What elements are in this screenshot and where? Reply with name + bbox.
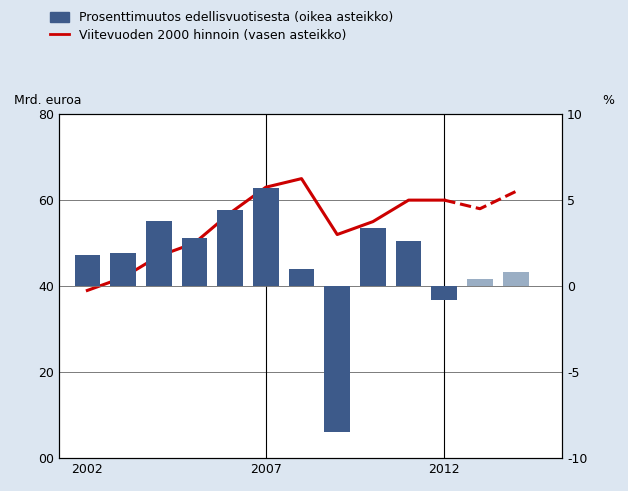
Bar [146,221,171,286]
Bar [503,273,529,286]
Bar [289,269,315,286]
Bar [181,238,207,286]
Bar [110,253,136,286]
Bar [467,279,493,286]
Bar [431,286,457,300]
Text: Mrd. euroa: Mrd. euroa [14,94,81,107]
Bar [396,242,421,286]
Bar [217,211,243,286]
Legend: Prosenttimuutos edellisvuotisesta (oikea asteikko), Viitevuoden 2000 hinnoin (va: Prosenttimuutos edellisvuotisesta (oikea… [50,11,393,42]
Bar [253,188,279,286]
Bar [360,228,386,286]
Bar [75,255,100,286]
Bar [324,286,350,433]
Text: %: % [602,94,614,107]
